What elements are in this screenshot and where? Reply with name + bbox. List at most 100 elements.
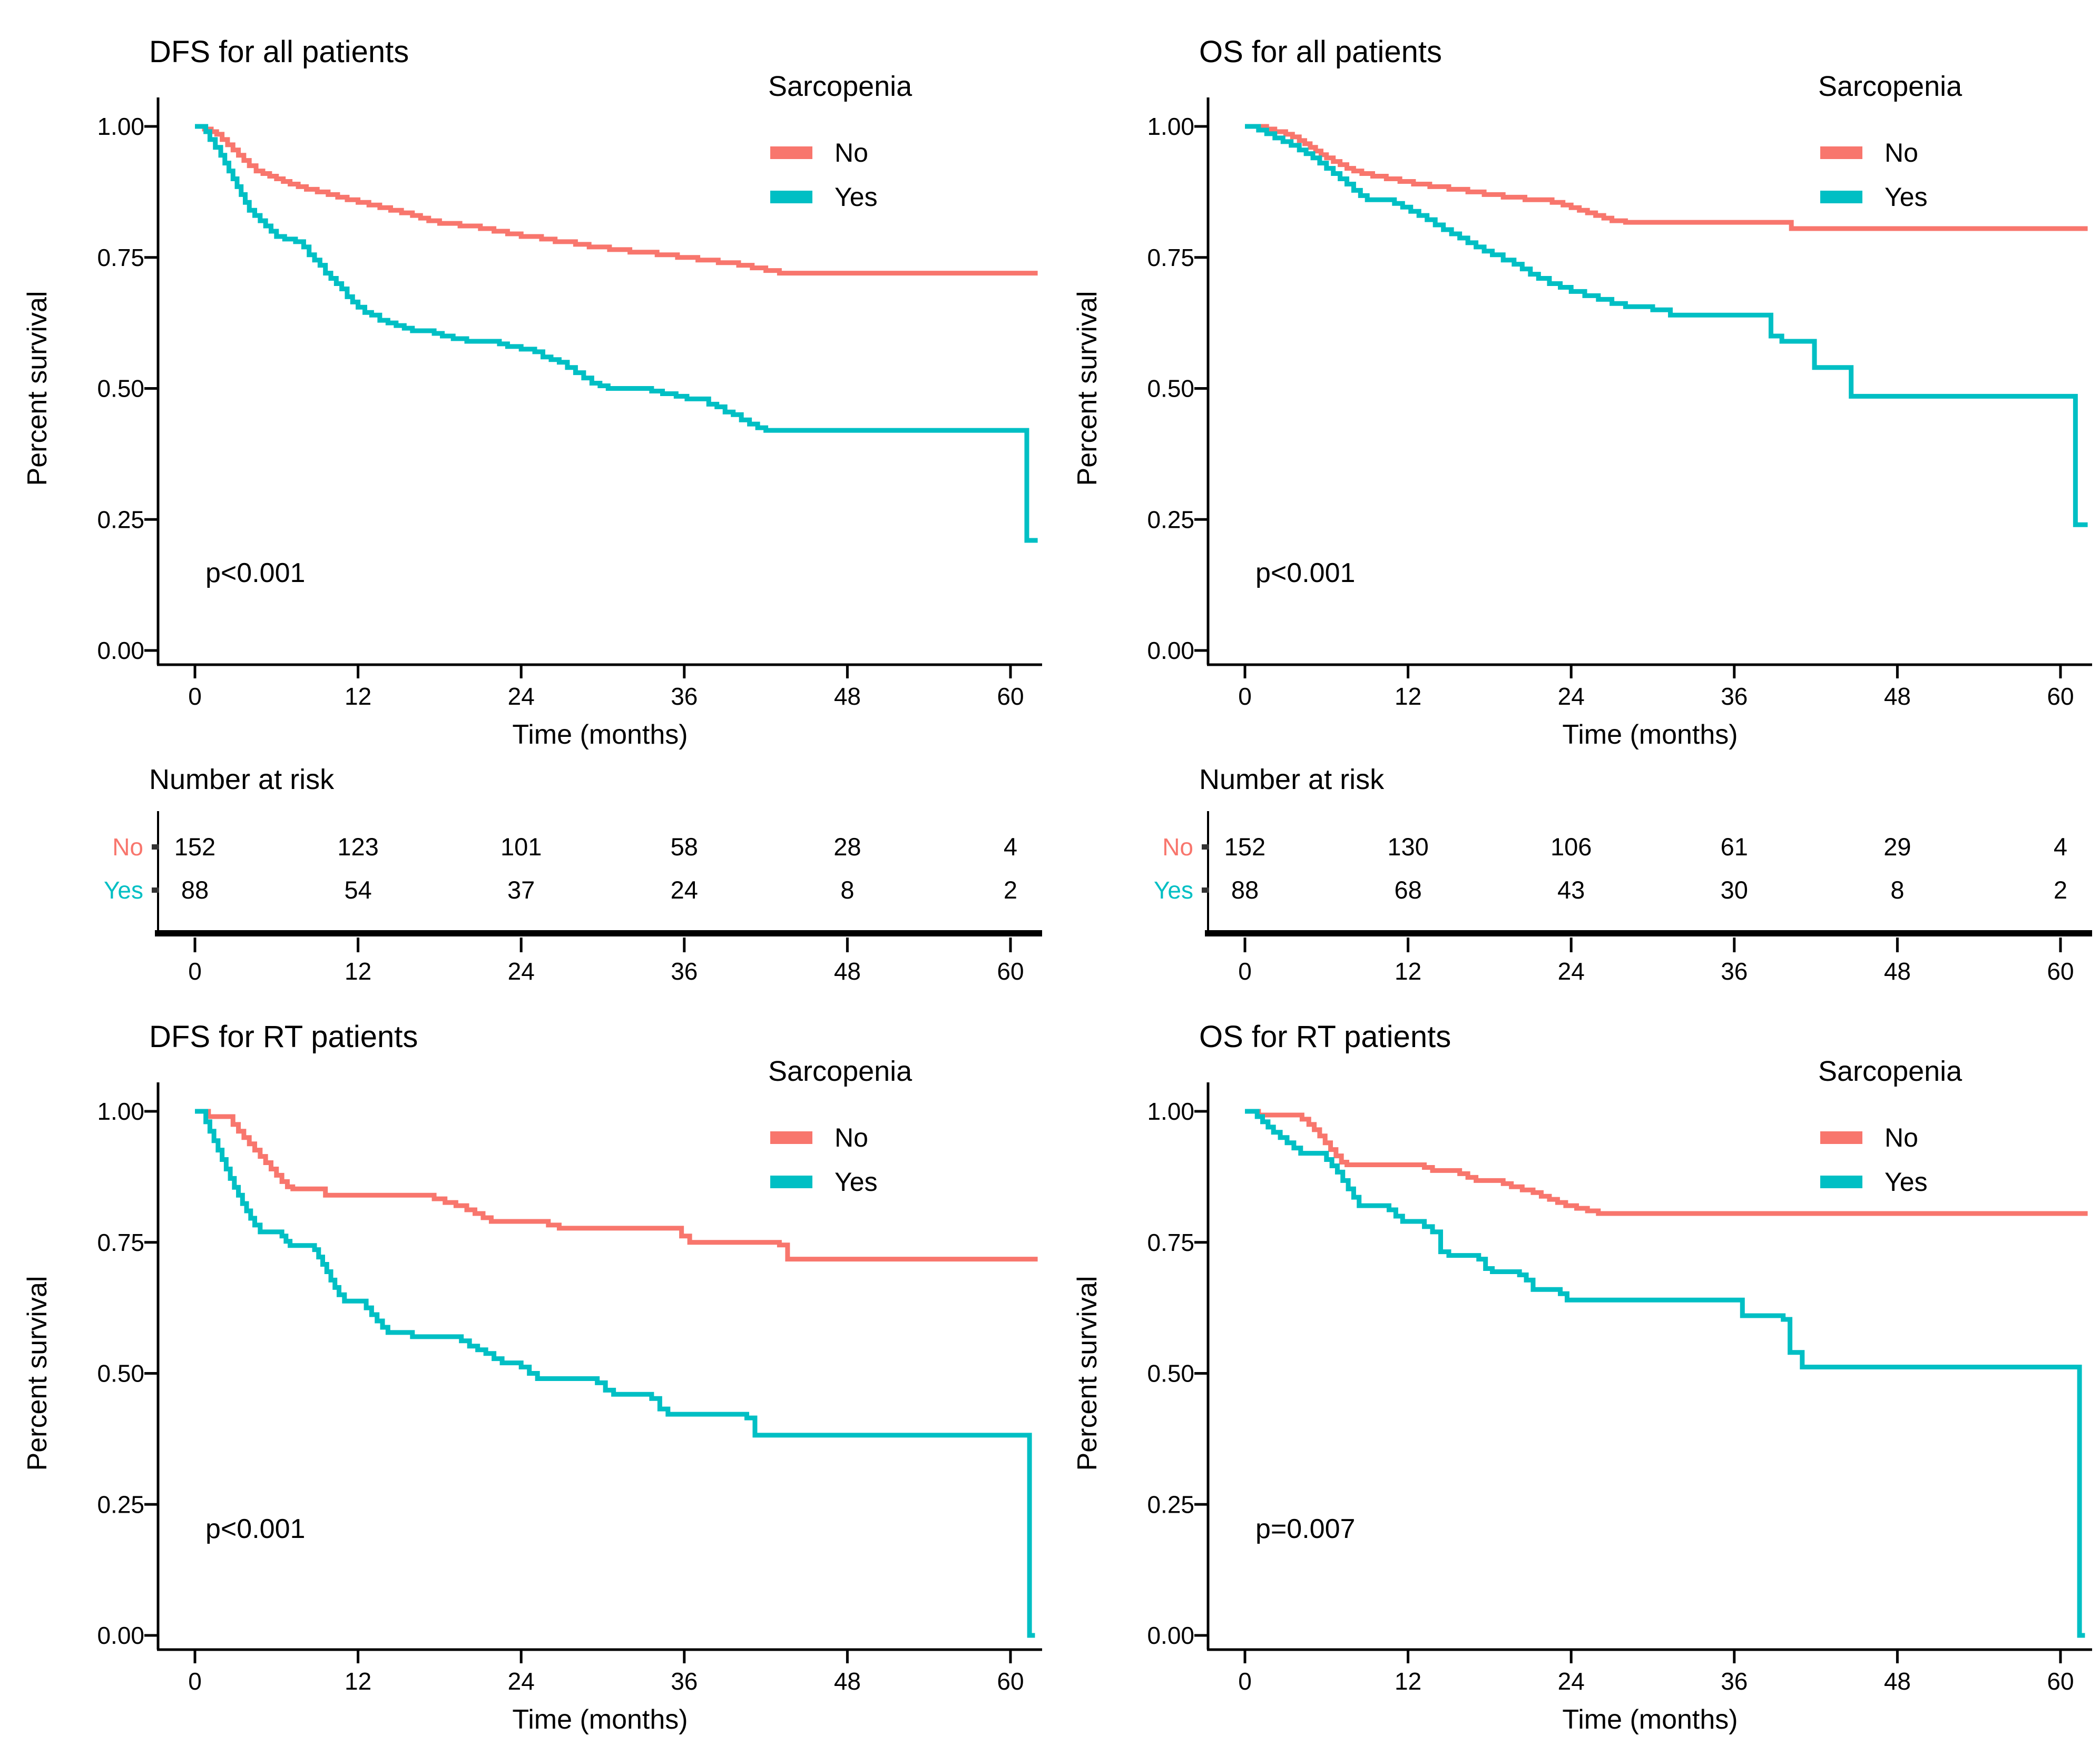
km-curve-no — [1245, 124, 2088, 231]
legend-key-yes — [770, 191, 812, 203]
risk-row-label-yes: Yes — [1154, 876, 1193, 904]
x-tick-label: 0 — [188, 1668, 202, 1695]
risk-x-tick-label: 0 — [188, 958, 202, 985]
x-tick-label: 48 — [1884, 1668, 1911, 1695]
x-tick-label: 60 — [997, 683, 1024, 710]
x-tick-label: 24 — [1558, 1668, 1585, 1695]
risk-table-os-all-patients: Number at risk No 152 130 106 61 29 4 Yes 88 68 43 3… — [1050, 758, 2100, 985]
risk-count: 24 — [671, 876, 698, 904]
legend-label-yes: Yes — [1885, 182, 1928, 212]
risk-count: 8 — [840, 876, 854, 904]
risk-x-tick-label: 60 — [997, 958, 1024, 985]
risk-count: 54 — [344, 876, 371, 904]
x-axis-title: Time (months) — [512, 719, 688, 750]
y-tick-label: 1.00 — [1147, 1098, 1194, 1125]
y-tick-label: 0.75 — [97, 1229, 144, 1256]
y-tick-label: 0.00 — [1147, 637, 1194, 664]
legend-label-yes: Yes — [835, 1167, 878, 1197]
number-at-risk-row: Number at risk No 152 123 101 58 28 4 Yes 88 54 37 2… — [0, 758, 2100, 985]
x-tick-label: 48 — [1884, 683, 1911, 710]
plot-title: OS for RT patients — [1199, 1020, 1451, 1054]
x-tick-label: 12 — [345, 683, 371, 710]
risk-count: 88 — [1231, 876, 1259, 904]
legend-key-no — [1820, 146, 1862, 159]
x-tick-label: 36 — [671, 683, 698, 710]
risk-x-tick-label: 36 — [671, 958, 698, 985]
risk-count: 123 — [337, 833, 378, 861]
km-panel-os-rt-patients: 1.00 0.75 0.50 0.25 0.00 0 12 24 36 48 60 Time (mon… — [1050, 985, 2100, 1743]
km-plot-svg: 1.00 0.75 0.50 0.25 0.00 0 12 24 36 48 60 Time (mon… — [1050, 0, 2100, 758]
y-tick-label: 0.50 — [1147, 1360, 1194, 1387]
y-axis-title: Percent survival — [22, 291, 53, 486]
risk-count: 58 — [671, 833, 698, 861]
legend-label-no: No — [835, 138, 868, 167]
risk-count: 30 — [1721, 876, 1748, 904]
x-tick-label: 60 — [2047, 1668, 2074, 1695]
y-tick-label: 0.25 — [1147, 506, 1194, 533]
x-tick-label: 24 — [508, 1668, 535, 1695]
risk-background — [0, 758, 1050, 985]
legend-label-yes: Yes — [835, 182, 878, 212]
risk-x-tick-label: 60 — [2047, 958, 2074, 985]
y-tick-label: 0.50 — [1147, 375, 1194, 402]
legend-key-no — [1820, 1131, 1862, 1144]
legend-title: Sarcopenia — [1818, 1056, 1962, 1087]
legend-key-yes — [1820, 1176, 1862, 1188]
km-plot-svg: 1.00 0.75 0.50 0.25 0.00 0 12 24 36 48 60 Time (mon… — [1050, 985, 2100, 1743]
y-axis-title: Percent survival — [1072, 1276, 1103, 1471]
risk-count: 68 — [1394, 876, 1421, 904]
x-tick-label: 60 — [2047, 683, 2074, 710]
risk-count: 152 — [174, 833, 215, 861]
km-curve-yes — [195, 1109, 1035, 1638]
risk-table-svg: Number at risk No 152 130 106 61 29 4 Yes 88 68 43 3… — [1050, 758, 2100, 985]
km-curve-yes — [195, 124, 1038, 543]
risk-count: 101 — [501, 833, 542, 861]
legend-title: Sarcopenia — [768, 71, 912, 102]
y-tick-label: 0.50 — [97, 1360, 144, 1387]
risk-x-tick-label: 48 — [1884, 958, 1911, 985]
y-tick-label: 0.00 — [97, 637, 144, 664]
risk-count: 88 — [181, 876, 209, 904]
y-tick-label: 0.00 — [97, 1622, 144, 1649]
y-tick-label: 1.00 — [97, 113, 144, 140]
legend-key-yes — [1820, 191, 1862, 203]
risk-count: 2 — [1004, 876, 1017, 904]
risk-count: 130 — [1387, 833, 1428, 861]
risk-x-tick-label: 48 — [834, 958, 861, 985]
risk-count: 4 — [2054, 833, 2067, 861]
plot-title: DFS for RT patients — [149, 1020, 418, 1054]
x-tick-label: 60 — [997, 1668, 1024, 1695]
y-tick-label: 0.75 — [1147, 244, 1194, 271]
risk-count: 2 — [2054, 876, 2067, 904]
risk-count: 106 — [1551, 833, 1592, 861]
x-tick-label: 0 — [188, 683, 202, 710]
x-tick-label: 0 — [1238, 683, 1252, 710]
risk-x-tick-label: 12 — [345, 958, 371, 985]
plot-title: OS for all patients — [1199, 35, 1442, 69]
risk-x-tick-label: 24 — [1558, 958, 1585, 985]
legend-key-yes — [770, 1176, 812, 1188]
km-panel-dfs-rt-patients: 1.00 0.75 0.50 0.25 0.00 0 12 24 36 48 60 Time (mon… — [0, 985, 1050, 1743]
x-tick-label: 24 — [1558, 683, 1585, 710]
legend-key-no — [770, 1131, 812, 1144]
y-tick-label: 0.75 — [97, 244, 144, 271]
p-value-label: p<0.001 — [205, 558, 305, 588]
x-tick-label: 12 — [345, 1668, 371, 1695]
y-tick-label: 0.75 — [1147, 1229, 1194, 1256]
x-tick-label: 0 — [1238, 1668, 1252, 1695]
risk-x-tick-label: 24 — [508, 958, 535, 985]
x-tick-label: 12 — [1395, 683, 1421, 710]
risk-table-title: Number at risk — [1199, 764, 1385, 795]
risk-count: 43 — [1557, 876, 1585, 904]
x-tick-label: 36 — [1721, 683, 1748, 710]
y-tick-label: 0.25 — [1147, 1491, 1194, 1518]
risk-count: 37 — [507, 876, 535, 904]
x-tick-label: 36 — [671, 1668, 698, 1695]
plot-background — [0, 0, 1050, 758]
y-axis-title: Percent survival — [22, 1276, 53, 1471]
km-plot-svg: 1.00 0.75 0.50 0.25 0.00 0 12 24 36 48 60 Time (mon… — [0, 0, 1050, 758]
legend-title: Sarcopenia — [768, 1056, 912, 1087]
p-value-label: p<0.001 — [205, 1514, 305, 1544]
y-tick-label: 1.00 — [1147, 113, 1194, 140]
